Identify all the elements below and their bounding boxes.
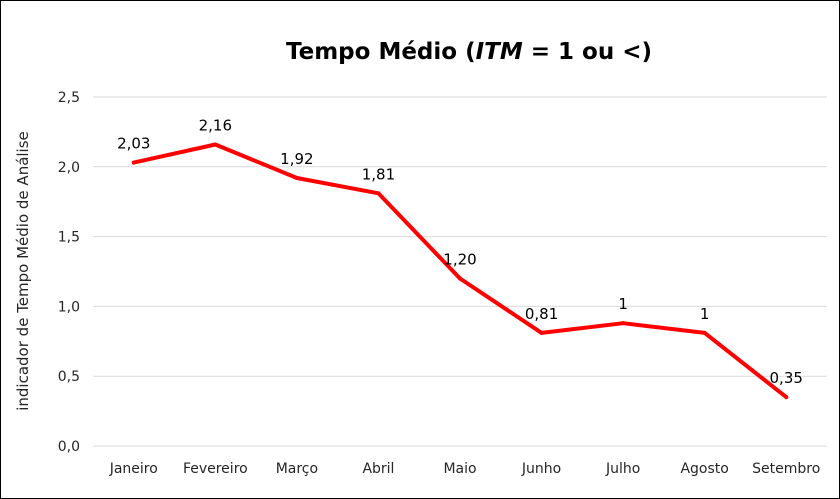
data-point	[213, 142, 218, 147]
x-tick-label: Junho	[521, 461, 561, 477]
data-point	[621, 321, 626, 326]
x-tick-label: Fevereiro	[183, 461, 248, 477]
data-point	[784, 395, 789, 400]
data-label: 1	[700, 305, 710, 323]
data-label: 1,20	[443, 250, 476, 268]
data-point	[702, 330, 707, 335]
data-label: 0,81	[525, 305, 558, 323]
data-label: 2,03	[117, 135, 150, 153]
x-tick-label: Abril	[362, 461, 394, 477]
data-label: 1,81	[362, 165, 395, 183]
y-tick-label: 2,0	[58, 160, 80, 176]
x-tick-label: Setembro	[752, 461, 820, 477]
y-axis-ticks: 0,0 0,5 1,0 1,5 2,0 2,5	[58, 90, 80, 455]
data-label: 2,16	[199, 116, 232, 134]
data-point	[131, 160, 136, 165]
data-label: 1,92	[280, 150, 313, 168]
data-point	[458, 276, 462, 281]
data-label: 1	[618, 295, 628, 313]
data-point	[539, 330, 544, 335]
chart-title: Tempo Médio (ITM = 1 ou <)	[286, 39, 652, 65]
y-tick-label: 1,5	[58, 230, 80, 246]
y-tick-label: 2,5	[58, 90, 80, 106]
chart-title-suffix: = 1 ou <)	[523, 39, 652, 65]
y-tick-label: 0,5	[58, 369, 80, 385]
y-tick-label: 1,0	[58, 299, 80, 315]
x-tick-label: Julho	[605, 461, 640, 477]
y-tick-label: 0,0	[58, 439, 80, 455]
x-tick-label: Janeiro	[109, 461, 158, 477]
x-tick-label: Março	[276, 461, 318, 477]
data-labels: 2,03 2,16 1,92 1,81 1,20 0,81 1 1 0,35	[117, 116, 803, 387]
chart-title-emphasis: ITM	[476, 39, 523, 65]
data-point	[294, 175, 299, 180]
x-axis-ticks: Janeiro Fevereiro Março Abril Maio Junho Julho…	[109, 461, 821, 477]
x-tick-label: Agosto	[680, 461, 728, 477]
data-point	[376, 191, 381, 196]
series-layer	[131, 142, 789, 400]
x-tick-label: Maio	[443, 461, 476, 477]
series-line	[131, 142, 789, 400]
chart-title-prefix: Tempo Médio (	[286, 39, 476, 65]
data-label: 0,35	[770, 369, 803, 387]
gridlines	[93, 96, 827, 447]
y-axis-label: indicador de Tempo Médio de Análise	[14, 131, 32, 411]
